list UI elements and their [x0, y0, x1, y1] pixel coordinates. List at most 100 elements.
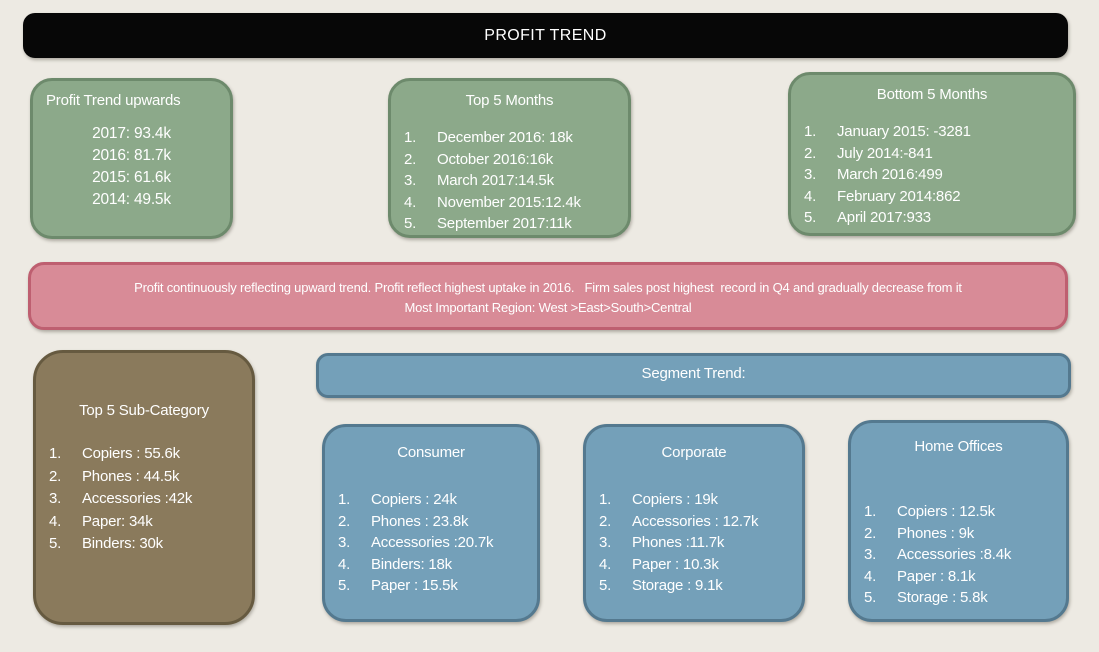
list-item: 2. July 2014:-841: [791, 143, 1073, 165]
list-item-number: 1.: [49, 445, 62, 462]
list-item: 2. October 2016:16k: [391, 149, 628, 171]
list-item-number: 3.: [864, 546, 877, 563]
slide-title-bar: PROFIT TREND: [23, 13, 1068, 58]
list-item-text: Accessories :8.4k: [897, 546, 1012, 563]
bottom-months-title: Bottom 5 Months: [876, 86, 988, 103]
list-item-text: Copiers : 12.5k: [897, 503, 995, 520]
list-item-number: 3.: [49, 490, 62, 507]
list-item: 4. Binders: 18k: [325, 554, 537, 576]
list-item-text: Storage : 5.8k: [897, 589, 988, 606]
list-item-number: 4.: [599, 555, 612, 573]
list-item: 3. Accessories :42k: [36, 488, 252, 511]
list-item-text: March 2017:14.5k: [437, 172, 554, 189]
list-item-number: 4.: [338, 555, 351, 573]
list-item-number: 1.: [864, 503, 877, 520]
list-item: 5. Storage : 5.8k: [851, 587, 1066, 609]
segment-consumer-list: 1. Copiers : 24k 2. Phones : 23.8k 3. Ac…: [325, 489, 537, 597]
segment-corporate-box: Corporate 1. Copiers : 19k 2. Accessorie…: [583, 424, 805, 622]
slide-title: PROFIT TREND: [484, 26, 607, 44]
yearly-profit-box: Profit Trend upwards 2017: 93.4k 2016: 8…: [30, 78, 233, 239]
list-item: 5. Binders: 30k: [36, 533, 252, 556]
list-item-text: Phones : 44.5k: [82, 467, 180, 485]
bottom-months-box: Bottom 5 Months 1. January 2015: -3281 2…: [788, 72, 1076, 236]
list-item-number: 5.: [338, 577, 351, 594]
list-item-text: February 2014:862: [837, 187, 961, 205]
list-item-number: 5.: [404, 215, 417, 232]
list-item-text: Binders: 30k: [82, 535, 163, 552]
list-item-text: Accessories : 12.7k: [632, 512, 759, 530]
segment-corporate-title: Corporate: [661, 444, 727, 461]
list-item-text: Accessories :42k: [82, 490, 193, 507]
list-item-text: Binders: 18k: [371, 555, 452, 573]
summary-banner: Profit continuously reflecting upward tr…: [28, 262, 1068, 330]
segment-home-offices-list: 1. Copiers : 12.5k 2. Phones : 9k 3. Acc…: [851, 501, 1066, 609]
top-subcategory-list: 1. Copiers : 55.6k 2. Phones : 44.5k 3. …: [36, 443, 252, 556]
segment-home-offices-title: Home Offices: [914, 438, 1003, 455]
list-item-number: 1.: [599, 491, 612, 508]
list-item-number: 3.: [338, 534, 351, 551]
list-item-text: November 2015:12.4k: [437, 193, 581, 211]
year-line: 2017: 93.4k: [92, 125, 171, 142]
list-item-number: 4.: [804, 187, 817, 205]
list-item-text: April 2017:933: [837, 209, 931, 226]
segment-trend-title: Segment Trend:: [641, 365, 746, 382]
list-item: 1. Copiers : 12.5k: [851, 501, 1066, 523]
list-item-text: Phones : 23.8k: [371, 512, 469, 530]
list-item-number: 2.: [804, 144, 817, 162]
list-item-number: 2.: [599, 512, 612, 530]
list-item-text: October 2016:16k: [437, 150, 554, 168]
list-item-text: Paper: 34k: [82, 512, 153, 530]
list-item: 2. Phones : 9k: [851, 523, 1066, 545]
list-item-number: 5.: [864, 589, 877, 606]
list-item: 5. Storage : 9.1k: [586, 575, 802, 597]
list-item-number: 1.: [338, 491, 351, 508]
list-item-text: December 2016: 18k: [437, 129, 573, 146]
list-item: 2. Accessories : 12.7k: [586, 511, 802, 533]
list-item-text: March 2016:499: [837, 166, 943, 183]
list-item: 1. January 2015: -3281: [791, 121, 1073, 143]
list-item-text: Paper : 10.3k: [632, 555, 719, 573]
list-item-text: January 2015: -3281: [837, 123, 971, 140]
list-item-number: 3.: [804, 166, 817, 183]
top-subcategory-box: Top 5 Sub-Category 1. Copiers : 55.6k 2.…: [33, 350, 255, 625]
list-item-number: 5.: [49, 535, 62, 552]
list-item-number: 4.: [864, 567, 877, 585]
segment-consumer-box: Consumer 1. Copiers : 24k 2. Phones : 23…: [322, 424, 540, 622]
summary-line-1: Profit continuously reflecting upward tr…: [134, 280, 962, 295]
list-item-number: 2.: [404, 150, 417, 168]
top-subcategory-title: Top 5 Sub-Category: [79, 402, 209, 419]
list-item: 3. March 2017:14.5k: [391, 170, 628, 192]
segment-home-offices-box: Home Offices 1. Copiers : 12.5k 2. Phone…: [848, 420, 1069, 622]
list-item-number: 3.: [404, 172, 417, 189]
list-item: 5. April 2017:933: [791, 207, 1073, 229]
list-item-number: 2.: [338, 512, 351, 530]
list-item-text: July 2014:-841: [837, 144, 933, 162]
list-item: 1. Copiers : 24k: [325, 489, 537, 511]
top-months-title: Top 5 Months: [465, 92, 554, 109]
list-item: 3. Phones :11.7k: [586, 532, 802, 554]
year-line: 2015: 61.6k: [92, 169, 171, 186]
list-item-number: 1.: [804, 123, 817, 140]
list-item-text: September 2017:11k: [437, 215, 572, 232]
list-item: 3. Accessories :20.7k: [325, 532, 537, 554]
top-months-list: 1. December 2016: 18k 2. October 2016:16…: [391, 127, 628, 235]
list-item: 3. Accessories :8.4k: [851, 544, 1066, 566]
list-item-text: Phones :11.7k: [632, 534, 725, 551]
list-item: 5. September 2017:11k: [391, 213, 628, 235]
bottom-months-list: 1. January 2015: -3281 2. July 2014:-841…: [791, 121, 1073, 229]
year-line: 2014: 49.5k: [92, 191, 171, 208]
list-item: 1. December 2016: 18k: [391, 127, 628, 149]
list-item: 4. Paper : 8.1k: [851, 566, 1066, 588]
list-item-text: Copiers : 24k: [371, 491, 457, 508]
list-item: 4. Paper : 10.3k: [586, 554, 802, 576]
list-item: 4. November 2015:12.4k: [391, 192, 628, 214]
list-item: 3. March 2016:499: [791, 164, 1073, 186]
list-item: 2. Phones : 23.8k: [325, 511, 537, 533]
year-line: 2016: 81.7k: [92, 147, 171, 164]
segment-consumer-title: Consumer: [397, 444, 465, 461]
list-item-number: 4.: [404, 193, 417, 211]
list-item-number: 5.: [599, 577, 612, 594]
list-item: 5. Paper : 15.5k: [325, 575, 537, 597]
top-months-box: Top 5 Months 1. December 2016: 18k 2. Oc…: [388, 78, 631, 238]
